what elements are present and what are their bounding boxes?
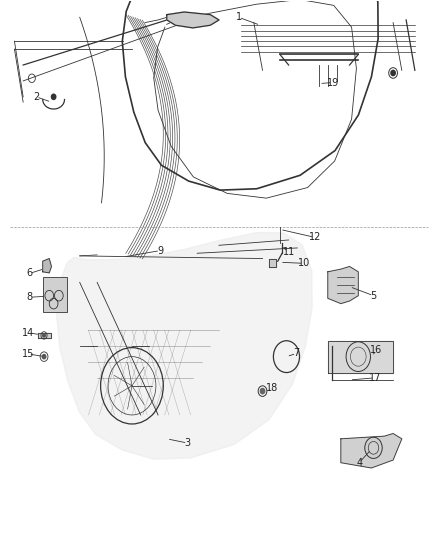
Text: 17: 17 <box>369 373 381 383</box>
Text: 16: 16 <box>371 345 383 356</box>
Text: 14: 14 <box>22 328 35 338</box>
Text: 9: 9 <box>157 246 163 256</box>
Text: 6: 6 <box>27 269 33 278</box>
Circle shape <box>51 94 56 100</box>
Polygon shape <box>341 433 402 468</box>
Text: 15: 15 <box>22 349 35 359</box>
Text: 8: 8 <box>27 292 33 302</box>
Text: 11: 11 <box>283 247 295 257</box>
Text: 1: 1 <box>236 12 242 22</box>
Polygon shape <box>39 333 51 338</box>
Bar <box>43 277 67 312</box>
Circle shape <box>43 334 46 337</box>
Circle shape <box>260 389 265 394</box>
Text: 10: 10 <box>298 259 310 268</box>
Text: 5: 5 <box>371 290 377 301</box>
Text: 7: 7 <box>293 349 300 359</box>
Polygon shape <box>43 259 51 273</box>
Text: 4: 4 <box>356 458 362 467</box>
Polygon shape <box>328 266 358 304</box>
Polygon shape <box>328 341 393 373</box>
Text: 2: 2 <box>33 92 39 102</box>
Text: 12: 12 <box>308 232 321 243</box>
Text: 18: 18 <box>266 383 278 393</box>
Polygon shape <box>269 259 276 266</box>
Circle shape <box>391 70 395 76</box>
Text: 3: 3 <box>184 438 191 448</box>
Circle shape <box>42 354 46 359</box>
Polygon shape <box>167 12 219 28</box>
Polygon shape <box>57 232 312 459</box>
Text: 19: 19 <box>327 77 339 87</box>
